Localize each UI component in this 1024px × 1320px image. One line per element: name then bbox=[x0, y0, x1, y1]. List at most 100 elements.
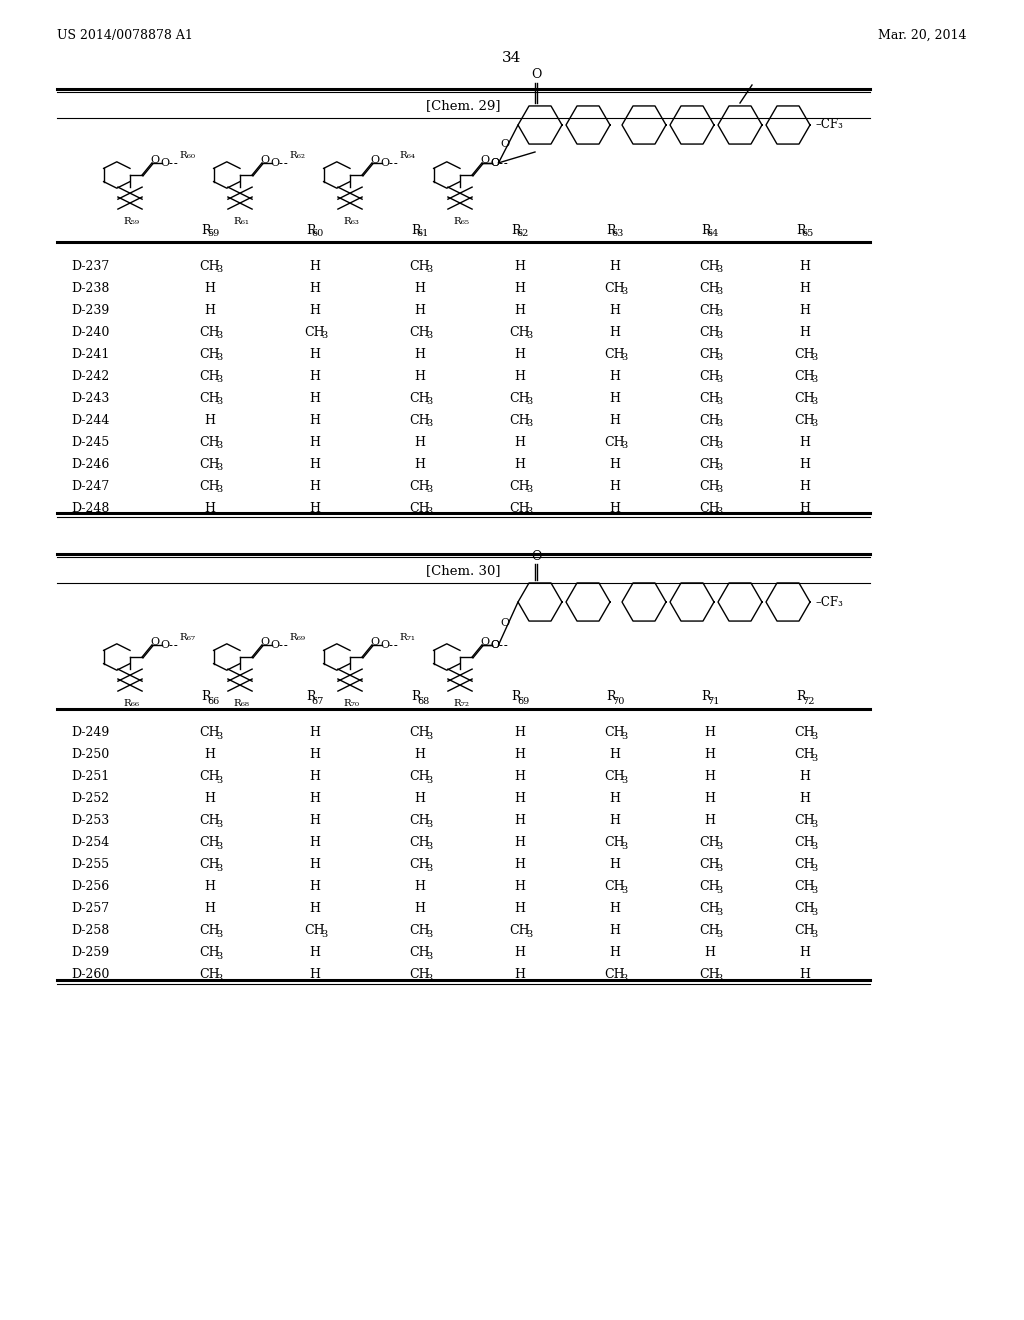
Text: H: H bbox=[514, 792, 525, 805]
Text: 3: 3 bbox=[216, 952, 222, 961]
Text: D-242: D-242 bbox=[71, 370, 110, 383]
Text: D-251: D-251 bbox=[71, 771, 110, 784]
Text: R₆₈: R₆₈ bbox=[233, 698, 250, 708]
Text: 3: 3 bbox=[621, 886, 627, 895]
Text: D-259: D-259 bbox=[71, 946, 110, 960]
Text: CH: CH bbox=[410, 413, 430, 426]
Text: CH: CH bbox=[699, 502, 720, 515]
Text: H: H bbox=[800, 260, 811, 272]
Text: H: H bbox=[309, 413, 321, 426]
Text: 3: 3 bbox=[716, 931, 722, 940]
Text: CH: CH bbox=[699, 326, 720, 338]
Text: CH: CH bbox=[795, 837, 815, 850]
Text: O: O bbox=[270, 640, 280, 649]
Text: 64: 64 bbox=[707, 230, 719, 239]
Text: CH: CH bbox=[200, 946, 220, 960]
Text: 3: 3 bbox=[216, 265, 222, 275]
Text: 3: 3 bbox=[426, 265, 432, 275]
Text: 68: 68 bbox=[417, 697, 429, 705]
Text: D-244: D-244 bbox=[71, 413, 110, 426]
Text: D-246: D-246 bbox=[71, 458, 110, 470]
Text: H: H bbox=[609, 304, 621, 317]
Text: 3: 3 bbox=[526, 420, 532, 428]
Text: 3: 3 bbox=[216, 463, 222, 473]
Text: CH: CH bbox=[795, 814, 815, 828]
Text: O: O bbox=[530, 69, 542, 82]
Text: CH: CH bbox=[410, 858, 430, 871]
Text: 3: 3 bbox=[216, 842, 222, 851]
Text: H: H bbox=[800, 479, 811, 492]
Text: US 2014/0078878 A1: US 2014/0078878 A1 bbox=[57, 29, 193, 41]
Text: CH: CH bbox=[410, 771, 430, 784]
Text: CH: CH bbox=[305, 326, 326, 338]
Text: 3: 3 bbox=[426, 842, 432, 851]
Text: H: H bbox=[800, 792, 811, 805]
Text: 71: 71 bbox=[707, 697, 719, 705]
Text: CH: CH bbox=[795, 392, 815, 404]
Text: O: O bbox=[371, 154, 380, 165]
Text: H: H bbox=[415, 281, 426, 294]
Text: O: O bbox=[490, 640, 500, 649]
Text: 72: 72 bbox=[802, 697, 814, 705]
Text: H: H bbox=[415, 792, 426, 805]
Text: H: H bbox=[309, 436, 321, 449]
Text: CH: CH bbox=[605, 436, 626, 449]
Text: 3: 3 bbox=[216, 931, 222, 940]
Text: O: O bbox=[480, 636, 489, 647]
Text: CH: CH bbox=[699, 969, 720, 982]
Text: R: R bbox=[797, 223, 806, 236]
Text: H: H bbox=[205, 903, 215, 916]
Text: H: H bbox=[609, 370, 621, 383]
Text: CH: CH bbox=[200, 479, 220, 492]
Text: H: H bbox=[609, 413, 621, 426]
Text: 3: 3 bbox=[216, 486, 222, 494]
Text: H: H bbox=[205, 748, 215, 762]
Text: H: H bbox=[514, 814, 525, 828]
Text: H: H bbox=[609, 814, 621, 828]
Text: H: H bbox=[705, 946, 716, 960]
Text: H: H bbox=[309, 479, 321, 492]
Text: H: H bbox=[309, 837, 321, 850]
Text: CH: CH bbox=[795, 903, 815, 916]
Text: H: H bbox=[514, 281, 525, 294]
Text: Mar. 20, 2014: Mar. 20, 2014 bbox=[879, 29, 967, 41]
Text: O: O bbox=[151, 636, 160, 647]
Text: D-256: D-256 bbox=[71, 880, 110, 894]
Text: 3: 3 bbox=[216, 776, 222, 785]
Text: [Chem. 29]: [Chem. 29] bbox=[426, 99, 501, 112]
Text: CH: CH bbox=[795, 347, 815, 360]
Text: 3: 3 bbox=[811, 397, 817, 407]
Text: 3: 3 bbox=[811, 420, 817, 428]
Text: CH: CH bbox=[699, 837, 720, 850]
Text: D-248: D-248 bbox=[71, 502, 110, 515]
Text: CH: CH bbox=[510, 924, 530, 937]
Text: 3: 3 bbox=[426, 331, 432, 341]
Text: H: H bbox=[800, 281, 811, 294]
Text: O: O bbox=[261, 636, 270, 647]
Text: R₇₂: R₇₂ bbox=[454, 698, 469, 708]
Text: R₆₄: R₆₄ bbox=[399, 150, 415, 160]
Text: O: O bbox=[490, 640, 500, 649]
Text: 3: 3 bbox=[621, 842, 627, 851]
Text: 61: 61 bbox=[417, 230, 429, 239]
Text: H: H bbox=[415, 903, 426, 916]
Text: 34: 34 bbox=[503, 51, 521, 65]
Text: H: H bbox=[514, 260, 525, 272]
Text: R: R bbox=[202, 223, 211, 236]
Text: H: H bbox=[415, 748, 426, 762]
Text: 3: 3 bbox=[811, 754, 817, 763]
Text: R₆₂: R₆₂ bbox=[289, 150, 305, 160]
Text: H: H bbox=[205, 281, 215, 294]
Text: 3: 3 bbox=[716, 309, 722, 318]
Text: H: H bbox=[309, 946, 321, 960]
Text: D-258: D-258 bbox=[71, 924, 110, 937]
Text: D-239: D-239 bbox=[71, 304, 110, 317]
Text: 3: 3 bbox=[426, 865, 432, 874]
Text: 3: 3 bbox=[526, 486, 532, 494]
Text: H: H bbox=[309, 502, 321, 515]
Text: [Chem. 30]: [Chem. 30] bbox=[426, 565, 501, 578]
Text: CH: CH bbox=[410, 946, 430, 960]
Text: R₆₇: R₆₇ bbox=[179, 632, 195, 642]
Text: D-257: D-257 bbox=[71, 903, 110, 916]
Text: H: H bbox=[609, 946, 621, 960]
